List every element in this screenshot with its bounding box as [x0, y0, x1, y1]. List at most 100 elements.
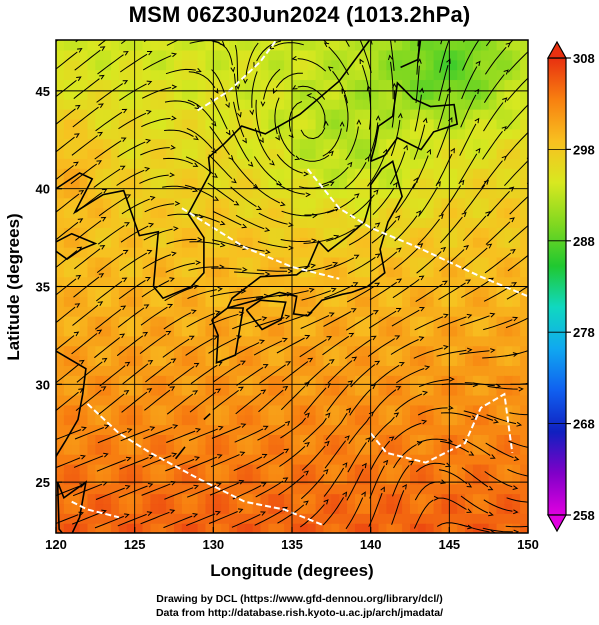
- temperature-cell: [347, 325, 356, 337]
- temperature-cell: [370, 444, 380, 455]
- temperature-cell: [118, 40, 128, 51]
- temperature-cell: [174, 394, 183, 406]
- temperature-cell: [386, 316, 395, 327]
- temperature-cell: [307, 335, 317, 347]
- temperature-cell: [150, 118, 159, 130]
- temperature-cell: [236, 79, 246, 90]
- streamline-arrowhead: [503, 69, 509, 75]
- temperature-cell: [79, 523, 89, 533]
- temperature-cell: [512, 79, 521, 90]
- temperature-cell: [520, 118, 528, 130]
- temperature-cell: [71, 335, 81, 347]
- temperature-cell: [480, 227, 490, 238]
- temperature-cell: [433, 394, 443, 406]
- temperature-cell: [174, 207, 183, 219]
- temperature-cell: [425, 523, 435, 533]
- streamline: [164, 487, 194, 500]
- temperature-cell: [181, 89, 191, 100]
- temperature-cell: [425, 227, 435, 238]
- temperature-cell: [480, 168, 490, 179]
- temperature-cell: [480, 69, 490, 81]
- temperature-cell: [268, 49, 277, 61]
- temperature-cell: [315, 375, 325, 386]
- temperature-cell: [472, 237, 482, 248]
- streamline-arrowhead: [80, 454, 86, 460]
- temperature-cell: [496, 178, 505, 189]
- temperature-cell: [244, 207, 254, 219]
- temperature-cell: [189, 375, 199, 386]
- temperature-cell: [236, 237, 246, 248]
- streamline-arrowhead: [171, 52, 178, 58]
- temperature-cell: [87, 256, 96, 268]
- temperature-cell: [386, 523, 395, 533]
- temperature-cell: [205, 473, 214, 485]
- temperature-cell: [331, 513, 340, 524]
- temperature-cell: [480, 40, 490, 51]
- temperature-cell: [370, 79, 380, 90]
- streamline: [163, 157, 194, 165]
- temperature-cell: [307, 385, 317, 396]
- temperature-cell: [472, 99, 482, 110]
- streamline: [509, 412, 528, 416]
- temperature-cell: [181, 247, 191, 258]
- temperature-cell: [496, 296, 505, 307]
- temperature-cell: [276, 424, 285, 435]
- temperature-cell: [457, 69, 466, 81]
- colorbar-max-arrow: [546, 40, 568, 59]
- streamline-arrowhead: [74, 133, 80, 138]
- temperature-cell: [181, 237, 191, 248]
- temperature-cell: [87, 385, 96, 396]
- temperature-cell: [111, 168, 120, 179]
- streamline: [56, 278, 77, 296]
- temperature-cell: [87, 148, 96, 159]
- temperature-cell: [299, 296, 309, 307]
- streamline: [413, 347, 443, 359]
- temperature-cell: [103, 335, 112, 347]
- temperature-cell: [394, 237, 403, 248]
- temperature-cell: [126, 296, 136, 307]
- temperature-cell: [299, 118, 309, 130]
- temperature-cell: [331, 345, 340, 357]
- temperature-cell: [465, 276, 474, 288]
- streamline-arrowhead: [75, 274, 82, 280]
- streamline-arrowhead: [354, 193, 360, 199]
- temperature-cell: [386, 79, 395, 90]
- streamline: [413, 499, 434, 529]
- streamline-arrowhead: [304, 381, 310, 387]
- streamline: [56, 193, 80, 213]
- temperature-cell: [56, 473, 65, 485]
- temperature-cell: [410, 118, 419, 130]
- temperature-cell: [386, 463, 395, 475]
- temperature-cell: [331, 118, 340, 130]
- temperature-cell: [118, 59, 128, 71]
- temperature-cell: [512, 178, 521, 189]
- temperature-cell: [63, 99, 73, 110]
- temperature-cell: [394, 148, 403, 159]
- temperature-cell: [386, 237, 395, 248]
- temperature-cell: [441, 247, 450, 258]
- streamline: [321, 166, 349, 186]
- streamline-arrowhead: [125, 456, 132, 462]
- temperature-cell: [354, 118, 364, 130]
- temperature-cell: [284, 473, 293, 485]
- temperature-cell: [158, 385, 167, 396]
- streamline-arrowhead: [326, 336, 333, 341]
- temperature-cell: [441, 178, 450, 189]
- temperature-cell: [284, 394, 293, 406]
- temperature-cell: [386, 404, 395, 416]
- temperature-cell: [95, 325, 104, 337]
- temperature-cell: [252, 256, 262, 268]
- temperature-cell: [63, 306, 73, 317]
- streamline-arrowhead: [541, 378, 545, 382]
- temperature-cell: [276, 523, 285, 533]
- streamline: [273, 42, 304, 47]
- streamline-arrowhead: [488, 511, 494, 517]
- temperature-cell: [111, 237, 120, 248]
- streamline-arrowhead: [487, 485, 494, 491]
- temperature-cell: [354, 227, 364, 238]
- streamline-arrowhead: [99, 245, 106, 250]
- temperature-cell: [378, 99, 387, 110]
- streamline-arrowhead: [374, 222, 381, 228]
- temperature-cell: [512, 345, 521, 357]
- temperature-cell: [362, 99, 372, 110]
